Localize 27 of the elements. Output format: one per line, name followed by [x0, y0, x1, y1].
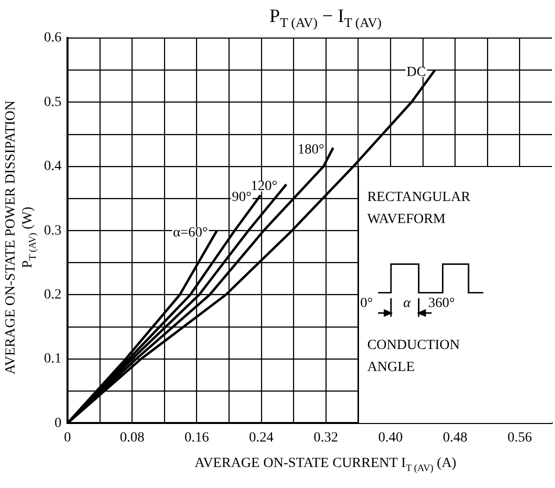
x-tick-label: 0.48	[442, 430, 468, 446]
x-tick-label: 0.56	[507, 430, 532, 446]
x-tick-label: 0.08	[120, 430, 144, 446]
annotation: α	[403, 295, 411, 314]
chart-title: P$_{T (AV)}$ − I$_{T (AV)}$	[268, 6, 383, 31]
y-tick-label: 0.2	[44, 287, 62, 302]
y-tick-label: 0.4	[44, 159, 62, 174]
series-label: 90°	[232, 190, 252, 205]
x-tick-label: 0.32	[314, 430, 338, 446]
x-tick-label: 0.40	[378, 430, 403, 446]
y-tick-label: 0.3	[44, 223, 62, 238]
annotation: 360°	[428, 295, 455, 314]
annotation: CONDUCTION ANGLE	[367, 337, 460, 378]
y-tick-label: 0	[54, 416, 62, 431]
y-tick-label: 0.6	[44, 30, 62, 46]
x-tick-label: 0.16	[184, 430, 209, 446]
series-label: DC	[406, 64, 426, 80]
annotation: 0°	[360, 295, 373, 314]
series-label: 120°	[250, 179, 278, 194]
series-label: α=60°	[173, 225, 208, 240]
y-tick-label: 0.5	[44, 94, 62, 110]
x-tick-label: 0	[64, 430, 71, 446]
x-tick-label: 0.24	[249, 430, 274, 446]
annotation: RECTANGULAR WAVEFORM	[367, 189, 470, 230]
y-tick-label: 0.1	[44, 352, 62, 367]
x-axis-title: AVERAGE ON-STATE CURRENT I$_{T (AV)}$ (A)	[194, 456, 458, 474]
series-label: 180°	[298, 142, 324, 158]
